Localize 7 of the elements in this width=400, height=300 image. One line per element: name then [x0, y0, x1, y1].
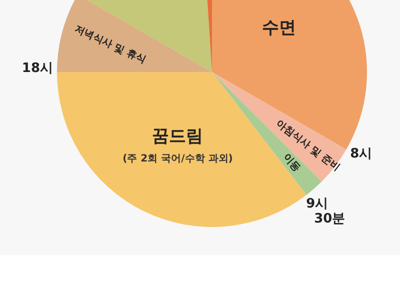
text: 8시	[350, 146, 372, 162]
slice-label: 꿈드림	[152, 126, 204, 147]
slice-label: 수면	[262, 18, 296, 38]
text: 9시 30분	[306, 196, 346, 227]
text: 18시	[22, 61, 53, 76]
slice-label: 이동	[280, 152, 302, 174]
text: (주 2회 국어/수학 과외)	[122, 154, 233, 165]
